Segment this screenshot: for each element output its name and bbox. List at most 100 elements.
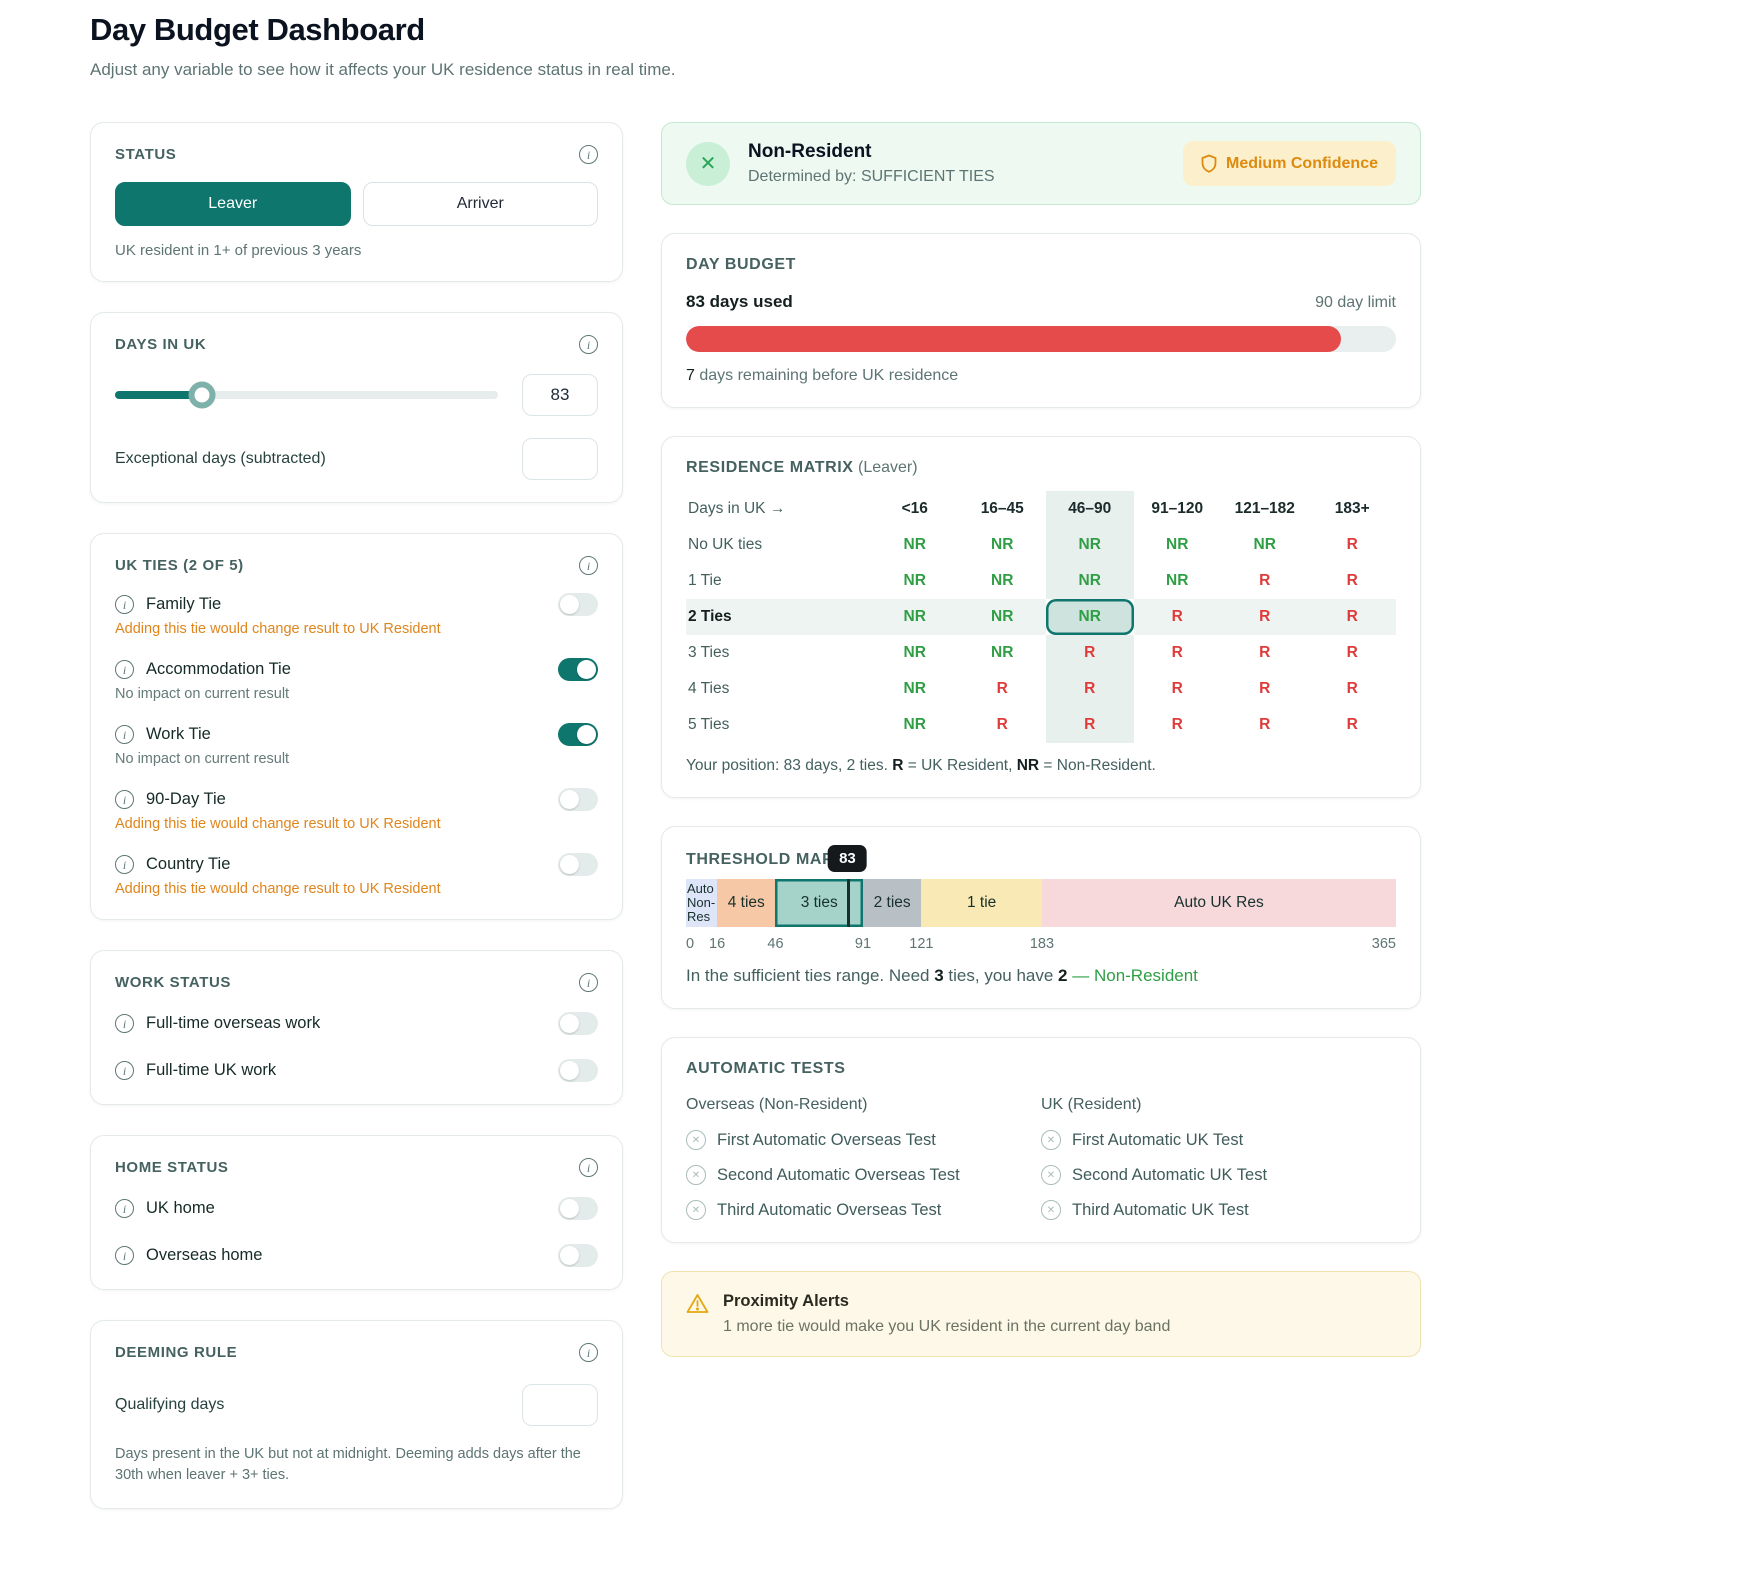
automatic-tests-title: AUTOMATIC TESTS (686, 1060, 846, 1077)
matrix-cell: R (1259, 644, 1271, 661)
circled-x-icon (1041, 1165, 1061, 1185)
axis-tick: 46 (767, 936, 784, 952)
proximity-text: Proximity Alerts 1 more tie would make y… (723, 1292, 1170, 1336)
family-tie-label: Family Tie (146, 595, 222, 613)
matrix-cell: NR (903, 716, 926, 733)
uk-ties-card: UK TIES (2 OF 5) Family Tie Adding this t… (90, 533, 623, 920)
matrix-row-label: 4 Ties (688, 680, 730, 697)
exceptional-days-input[interactable] (522, 438, 598, 480)
work-card-head: WORK STATUS (115, 973, 598, 992)
full-time-uk-work-toggle[interactable] (558, 1059, 598, 1082)
tie-note: No impact on current result (115, 751, 290, 767)
info-icon[interactable] (115, 1014, 134, 1033)
automatic-tests-card: AUTOMATIC TESTS Overseas (Non-Resident) F… (661, 1037, 1421, 1243)
matrix-cell: NR (903, 572, 926, 589)
days-slider-thumb[interactable] (188, 381, 216, 409)
days-input[interactable] (522, 374, 598, 416)
tie-item: Accommodation Tie No impact on current re… (115, 658, 598, 702)
info-icon[interactable] (115, 790, 134, 809)
tests-group-heading: UK (Resident) (1041, 1096, 1142, 1113)
info-icon[interactable] (115, 855, 134, 874)
info-icon[interactable] (115, 1061, 134, 1080)
full-time-overseas-work-toggle[interactable] (558, 1012, 598, 1035)
tests-group-heading: Overseas (Non-Resident) (686, 1096, 868, 1113)
matrix-row-label: 1 Tie (688, 572, 722, 589)
deeming-card-title: DEEMING RULE (115, 1344, 238, 1361)
text-part: ties, you have (943, 966, 1059, 985)
matrix-cell: R (996, 716, 1008, 733)
day-limit-label: 90 day limit (1315, 294, 1396, 311)
exceptional-days-row: Exceptional days (subtracted) (115, 438, 598, 480)
full-time-uk-work-label: Full-time UK work (146, 1061, 277, 1079)
matrix-cell: R (1308, 599, 1396, 635)
info-icon[interactable] (115, 1246, 134, 1265)
matrix-cell: R (1171, 716, 1183, 733)
days-card-head: DAYS IN UK (115, 335, 598, 354)
info-icon[interactable] (115, 595, 134, 614)
result-subtitle: Determined by: SUFFICIENT TIES (748, 168, 995, 185)
matrix-row: 1 Tie NR NR NR NR R R (686, 563, 1396, 599)
axis-tick: 0 (686, 936, 695, 952)
text-part: 7 (686, 367, 695, 384)
overseas-home-toggle[interactable] (558, 1244, 598, 1267)
axis-tick: 183 (1029, 936, 1055, 952)
tests-items: First Automatic Overseas Test Second Auto… (686, 1130, 1041, 1220)
info-icon[interactable] (579, 556, 598, 575)
90-day-tie-label: 90-Day Tie (146, 790, 226, 808)
qualifying-days-row: Qualifying days (115, 1384, 598, 1426)
result-title: Non-Resident (748, 141, 872, 162)
info-icon[interactable] (115, 1199, 134, 1218)
leaver-button[interactable]: Leaver (115, 182, 351, 226)
accommodation-tie-label: Accommodation Tie (146, 660, 291, 678)
matrix-active-cell: NR (1046, 599, 1134, 635)
controls-column: STATUS Leaver Arriver UK resident in 1+ … (90, 122, 623, 1510)
circled-x-icon (1041, 1130, 1061, 1150)
matrix-cell: R (1046, 707, 1134, 743)
threshold-segment-2-ties: 2 ties (862, 879, 922, 927)
home-toggle-list: UK home Overseas home (115, 1197, 598, 1267)
family-tie-row: Family Tie (115, 593, 598, 616)
accommodation-tie-toggle[interactable] (558, 658, 598, 681)
toggle-knob (560, 1199, 579, 1218)
work-toggle-list: Full-time overseas work Full-time UK work (115, 1012, 598, 1082)
test-item-label: Third Automatic UK Test (1072, 1200, 1249, 1219)
matrix-footer: Your position: 83 days, 2 ties. R = UK R… (686, 757, 1396, 775)
arriver-button[interactable]: Arriver (362, 182, 598, 226)
info-icon[interactable] (115, 660, 134, 679)
test-item-label: Second Automatic Overseas Test (717, 1165, 960, 1184)
threshold-axis: 0 16 46 91 121 183 365 (686, 936, 1396, 958)
days-slider[interactable] (115, 381, 498, 409)
country-tie-row: Country Tie (115, 853, 598, 876)
uk-home-toggle[interactable] (558, 1197, 598, 1220)
info-icon[interactable] (115, 725, 134, 744)
info-icon[interactable] (579, 145, 598, 164)
qualifying-days-input[interactable] (522, 1384, 598, 1426)
matrix-col-header: 91–120 (1151, 500, 1204, 517)
days-used-label: 83 days used (686, 292, 793, 311)
info-icon[interactable] (579, 973, 598, 992)
matrix-col-header: 46–90 (1046, 491, 1134, 527)
info-icon[interactable] (579, 335, 598, 354)
matrix-cell: NR (991, 644, 1014, 661)
test-item: Second Automatic Overseas Test (686, 1165, 1041, 1185)
text-part: In the sufficient ties range. Need (686, 966, 935, 985)
toggle-knob (560, 1246, 579, 1265)
matrix-row-label: No UK ties (688, 536, 763, 553)
matrix-cell: NR (903, 680, 926, 697)
status-card: STATUS Leaver Arriver UK resident in 1+ … (90, 122, 623, 282)
country-tie-toggle[interactable] (558, 853, 598, 876)
info-icon[interactable] (579, 1158, 598, 1177)
toggle-knob (577, 725, 596, 744)
matrix-title-suffix: (Leaver) (853, 459, 918, 476)
text-part: Your position: 83 days, 2 ties. (686, 757, 893, 774)
matrix-cell: NR (903, 536, 926, 553)
test-item: First Automatic UK Test (1041, 1130, 1396, 1150)
work-tie-toggle[interactable] (558, 723, 598, 746)
family-tie-toggle[interactable] (558, 593, 598, 616)
info-icon[interactable] (579, 1343, 598, 1362)
tie-item: 90-Day Tie Adding this tie would change r… (115, 788, 598, 832)
threshold-segment-label: 1 tie (966, 894, 997, 911)
90-day-tie-toggle[interactable] (558, 788, 598, 811)
days-remaining-text: 7 days remaining before UK residence (686, 367, 1396, 385)
text-part: 3 (934, 966, 944, 985)
